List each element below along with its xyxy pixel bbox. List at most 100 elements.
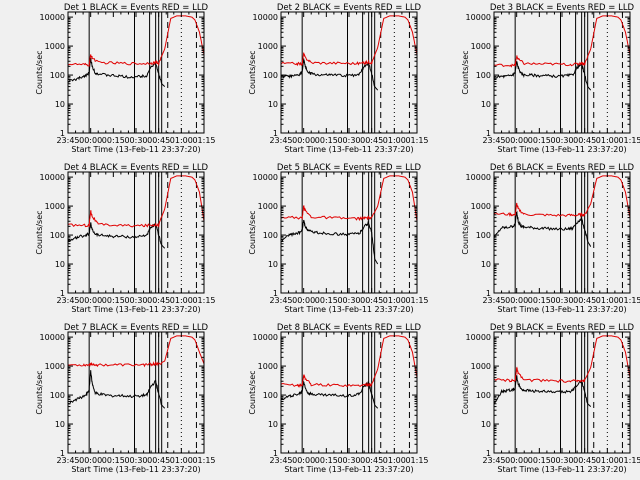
x-tick-label: 01:00 <box>170 456 193 465</box>
x-tick-label: 00:45 <box>147 296 170 305</box>
y-tick-label: 1 <box>273 289 278 298</box>
plot-frame <box>493 331 631 454</box>
x-tick-label: 00:45 <box>573 456 596 465</box>
y-tick-label: 10 <box>268 260 278 269</box>
panel-title: Det 4 BLACK = Events RED = LLD <box>64 163 209 173</box>
x-tick-label: 01:15 <box>192 136 215 145</box>
x-tick-label: 01:00 <box>170 136 193 145</box>
y-axis-label: Counts/sec <box>35 370 44 414</box>
x-tick-label: 00:45 <box>147 456 170 465</box>
x-tick-label: 00:30 <box>337 136 360 145</box>
y-tick-label: 1 <box>60 449 65 458</box>
x-axis-label: Start Time (13-Feb-11 23:37:20) <box>284 305 413 314</box>
x-tick-label: 00:45 <box>360 296 383 305</box>
y-tick-label: 1 <box>273 449 278 458</box>
y-axis-label: Counts/sec <box>461 50 470 94</box>
y-tick-label: 10 <box>268 100 278 109</box>
y-tick-label: 10000 <box>253 13 278 22</box>
x-tick-label: 01:00 <box>383 456 406 465</box>
y-tick-label: 100 <box>476 231 491 240</box>
detector-panel-6: Det 6 BLACK = Events RED = LLD 1 10 100 1000… <box>461 163 640 314</box>
x-tick-label: 00:15 <box>528 296 551 305</box>
y-tick-label: 1000 <box>471 202 491 211</box>
x-tick-label: 01:15 <box>618 456 640 465</box>
panel-title: Det 8 BLACK = Events RED = LLD <box>277 323 422 333</box>
y-tick-label: 10 <box>481 420 491 429</box>
x-tick-label: 01:15 <box>405 456 428 465</box>
x-tick-label: 00:00 <box>505 296 528 305</box>
x-tick-label: 00:30 <box>124 296 147 305</box>
y-tick-label: 1000 <box>471 42 491 51</box>
x-tick-label: 23:45 <box>56 296 79 305</box>
x-tick-label: 00:30 <box>124 136 147 145</box>
x-tick-label: 01:15 <box>618 296 640 305</box>
x-tick-label: 00:30 <box>124 456 147 465</box>
x-tick-label: 23:45 <box>482 296 505 305</box>
panel-title: Det 9 BLACK = Events RED = LLD <box>490 323 635 333</box>
x-tick-label: 00:00 <box>292 136 315 145</box>
series-line-black <box>493 210 592 247</box>
y-axis-label: Counts/sec <box>248 210 257 254</box>
series-line-red <box>493 335 631 383</box>
y-axis-label: Counts/sec <box>35 210 44 254</box>
x-tick-label: 00:00 <box>79 296 102 305</box>
x-tick-label: 23:45 <box>482 456 505 465</box>
detector-panel-4: Det 4 BLACK = Events RED = LLD 1 10 100 1000… <box>35 163 216 314</box>
x-tick-label: 00:00 <box>505 136 528 145</box>
y-tick-label: 1 <box>486 449 491 458</box>
x-tick-label: 01:00 <box>596 456 619 465</box>
y-tick-label: 10000 <box>40 173 65 182</box>
y-tick-label: 1000 <box>258 362 278 371</box>
series-line-black <box>493 375 592 407</box>
x-tick-label: 00:30 <box>550 296 573 305</box>
y-tick-label: 10000 <box>40 333 65 342</box>
detector-panel-7: Det 7 BLACK = Events RED = LLD 1 10 100 1000… <box>35 323 216 474</box>
x-tick-label: 00:45 <box>360 136 383 145</box>
y-tick-label: 10 <box>481 100 491 109</box>
y-tick-label: 10000 <box>466 13 491 22</box>
x-tick-label: 00:30 <box>337 296 360 305</box>
y-tick-label: 10000 <box>253 333 278 342</box>
series-line-red <box>67 15 205 67</box>
x-axis-label: Start Time (13-Feb-11 23:37:20) <box>71 465 200 474</box>
x-tick-label: 00:00 <box>292 296 315 305</box>
x-tick-label: 23:45 <box>269 296 292 305</box>
x-tick-label: 01:15 <box>192 296 215 305</box>
detector-panel-2: Det 2 BLACK = Events RED = LLD 1 10 100 1000… <box>248 3 429 154</box>
x-tick-label: 00:15 <box>102 456 125 465</box>
detector-panel-9: Det 9 BLACK = Events RED = LLD 1 10 100 1000… <box>461 323 640 474</box>
y-tick-label: 1 <box>486 289 491 298</box>
x-tick-label: 01:00 <box>596 136 619 145</box>
y-tick-label: 100 <box>476 391 491 400</box>
y-tick-label: 10 <box>55 260 65 269</box>
x-tick-label: 00:00 <box>292 456 315 465</box>
detector-panel-3: Det 3 BLACK = Events RED = LLD 1 10 100 1000… <box>461 3 640 154</box>
x-axis-label: Start Time (13-Feb-11 23:37:20) <box>497 145 626 154</box>
panel-title: Det 3 BLACK = Events RED = LLD <box>490 3 635 13</box>
panel-title: Det 5 BLACK = Events RED = LLD <box>277 163 422 173</box>
x-tick-label: 00:30 <box>337 456 360 465</box>
panel-title: Det 2 BLACK = Events RED = LLD <box>277 3 422 13</box>
x-axis-label: Start Time (13-Feb-11 23:37:20) <box>497 465 626 474</box>
series-line-red <box>493 15 631 68</box>
y-axis-label: Counts/sec <box>461 210 470 254</box>
x-tick-label: 00:45 <box>360 456 383 465</box>
x-axis-label: Start Time (13-Feb-11 23:37:20) <box>71 145 200 154</box>
panel-title: Det 7 BLACK = Events RED = LLD <box>64 323 209 333</box>
x-axis-label: Start Time (13-Feb-11 23:37:20) <box>284 465 413 474</box>
detector-panel-5: Det 5 BLACK = Events RED = LLD 1 10 100 1000… <box>248 163 429 314</box>
series-line-red <box>68 335 205 368</box>
detector-panel-8: Det 8 BLACK = Events RED = LLD 1 10 100 1000… <box>248 323 429 474</box>
series-line-black <box>67 370 166 409</box>
x-axis-label: Start Time (13-Feb-11 23:37:20) <box>71 305 200 314</box>
x-tick-label: 01:15 <box>618 136 640 145</box>
y-tick-label: 100 <box>476 71 491 80</box>
x-axis-label: Start Time (13-Feb-11 23:37:20) <box>497 305 626 314</box>
y-tick-label: 1 <box>60 129 65 138</box>
series-line-black <box>280 380 379 409</box>
y-tick-label: 1 <box>486 129 491 138</box>
y-tick-label: 1000 <box>45 362 65 371</box>
y-axis-label: Counts/sec <box>461 370 470 414</box>
y-tick-label: 100 <box>263 71 278 80</box>
